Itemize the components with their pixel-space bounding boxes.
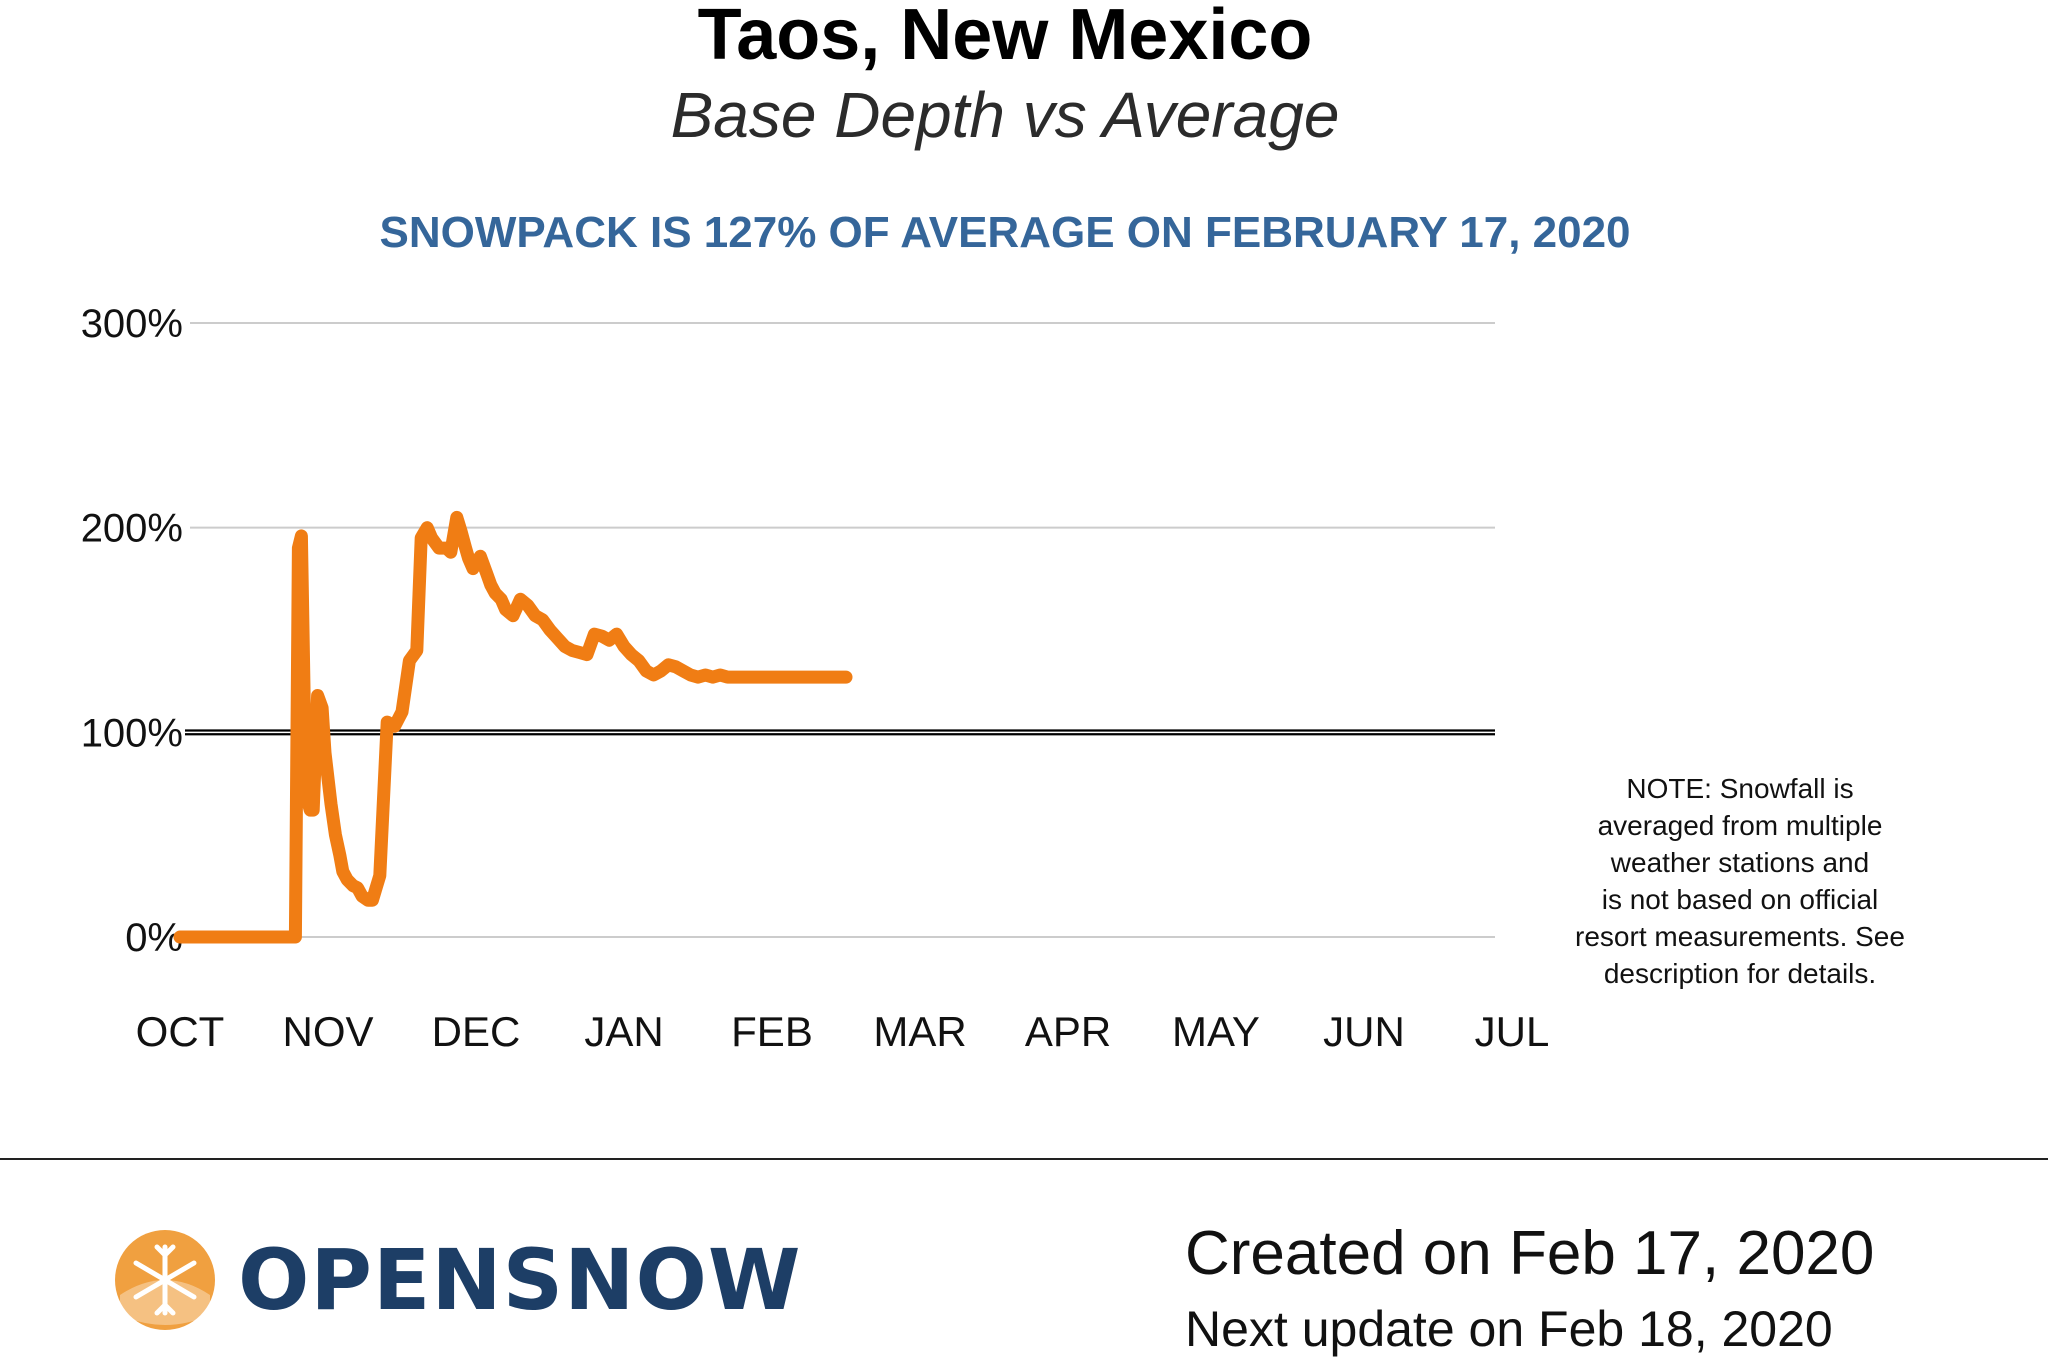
snowflake-logo-icon	[115, 1230, 215, 1330]
y-tick-label: 200%	[81, 507, 183, 551]
snowpack-series-line	[173, 510, 853, 944]
chart-subtitle: Base Depth vs Average	[670, 79, 1340, 151]
snowpack-headline: SNOWPACK IS 127% OF AVERAGE ON FEBRUARY …	[379, 208, 1631, 257]
y-tick-label: 300%	[81, 302, 183, 346]
next-update-date: Next update on Feb 18, 2020	[1185, 1301, 1833, 1357]
brand-name: OPENSNOW	[238, 1231, 802, 1329]
created-date: Created on Feb 17, 2020	[1185, 1219, 1875, 1288]
chart-title: Taos, New Mexico	[697, 0, 1313, 75]
x-tick-label: APR	[1025, 1008, 1111, 1055]
base-depth-chart: 0% 100% 200% 300% OCT NOV DEC JAN FEB MAR APR MAY JU…	[81, 302, 1550, 1055]
x-tick-label: MAY	[1172, 1008, 1260, 1055]
x-tick-label: NOV	[282, 1008, 373, 1055]
y-tick-label: 100%	[81, 711, 183, 755]
footer-divider	[0, 1158, 2048, 1160]
x-tick-label: OCT	[136, 1008, 225, 1055]
x-tick-label: JUN	[1323, 1008, 1405, 1055]
x-tick-label: DEC	[432, 1008, 521, 1055]
y-tick-label: 0%	[125, 916, 183, 960]
data-note: NOTE: Snowfall is averaged from multiple…	[1575, 773, 1905, 989]
x-tick-label: JAN	[584, 1008, 663, 1055]
x-tick-label: FEB	[731, 1008, 813, 1055]
opensnow-logo[interactable]: OPENSNOW	[110, 1225, 802, 1335]
x-tick-label: JUL	[1475, 1008, 1550, 1055]
x-tick-label: MAR	[873, 1008, 966, 1055]
